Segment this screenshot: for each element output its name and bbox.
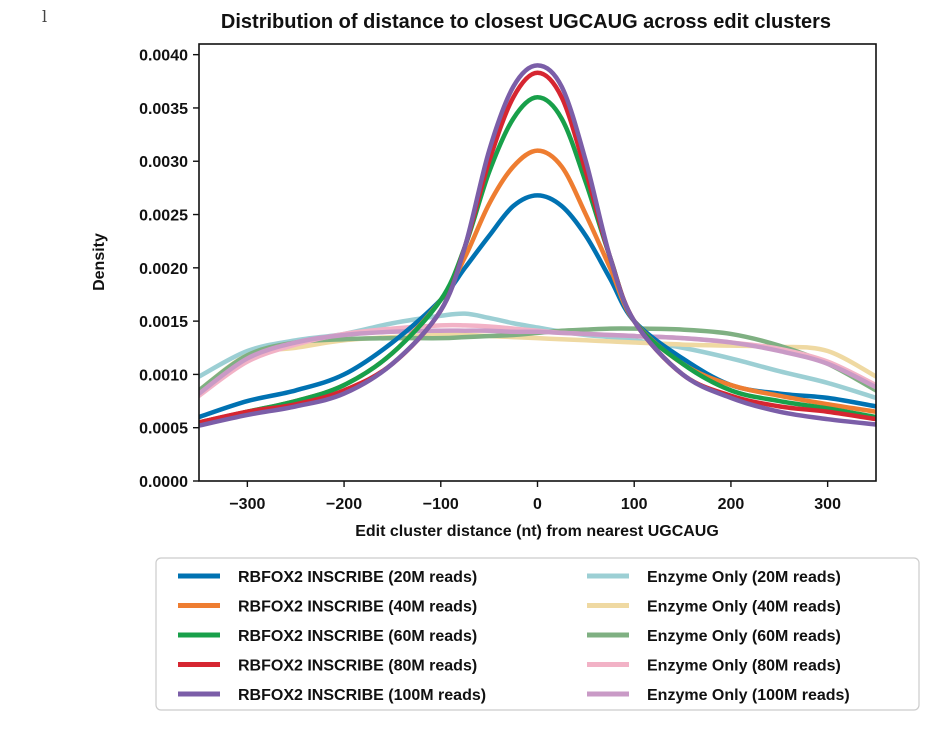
stray-mark: l xyxy=(42,7,47,26)
x-tick-label: 0 xyxy=(533,496,542,513)
series-line-1 xyxy=(199,193,876,420)
x-axis-label: Edit cluster distance (nt) from nearest … xyxy=(355,523,719,540)
x-tick-label: 100 xyxy=(621,496,648,513)
series-line-2 xyxy=(199,148,876,425)
y-tick-label: 0.0025 xyxy=(139,208,188,225)
y-tick-label: 0.0010 xyxy=(139,367,188,384)
y-tick-label: 0.0015 xyxy=(139,314,188,331)
y-axis-label: Density xyxy=(91,233,108,291)
legend-label: RBFOX2 INSCRIBE (60M reads) xyxy=(238,628,477,645)
y-tick-label: 0.0000 xyxy=(139,474,188,491)
legend-label: Enzyme Only (100M reads) xyxy=(647,687,850,704)
x-tick-label: 200 xyxy=(718,496,745,513)
x-tick-label: 300 xyxy=(814,496,841,513)
series-line-10 xyxy=(199,328,876,396)
plot-frame xyxy=(198,43,877,482)
legend-label: Enzyme Only (20M reads) xyxy=(647,569,841,586)
x-axis: −300 −200 −100 0 100 200 300 xyxy=(229,481,841,513)
y-tick-label: 0.0020 xyxy=(139,261,188,278)
legend-label: RBFOX2 INSCRIBE (80M reads) xyxy=(238,658,477,675)
legend-label: Enzyme Only (60M reads) xyxy=(647,628,841,645)
series-line-9 xyxy=(199,322,876,398)
y-axis: 0.0000 0.0005 0.0010 0.0015 0.0020 0.0025 0.00… xyxy=(139,48,199,491)
chart-title: Distribution of distance to closest UGCA… xyxy=(221,11,831,33)
legend-label: Enzyme Only (40M reads) xyxy=(647,599,841,616)
legend-label: RBFOX2 INSCRIBE (40M reads) xyxy=(238,599,477,616)
y-tick-label: 0.0030 xyxy=(139,154,188,171)
series-line-5 xyxy=(199,63,876,428)
plot-series xyxy=(199,63,876,428)
y-tick-label: 0.0005 xyxy=(139,421,188,438)
x-tick-label: −200 xyxy=(326,496,362,513)
series-line-6 xyxy=(199,311,876,401)
legend-label: RBFOX2 INSCRIBE (20M reads) xyxy=(238,569,477,586)
series-line-3 xyxy=(199,95,876,425)
legend-label: RBFOX2 INSCRIBE (100M reads) xyxy=(238,687,486,704)
legend-label: Enzyme Only (80M reads) xyxy=(647,658,841,675)
y-tick-label: 0.0035 xyxy=(139,101,188,118)
y-tick-label: 0.0040 xyxy=(139,48,188,65)
x-tick-label: −300 xyxy=(229,496,265,513)
x-tick-label: −100 xyxy=(423,496,459,513)
legend: RBFOX2 INSCRIBE (20M reads) RBFOX2 INSCRI… xyxy=(178,569,850,704)
legend-box xyxy=(155,557,920,711)
